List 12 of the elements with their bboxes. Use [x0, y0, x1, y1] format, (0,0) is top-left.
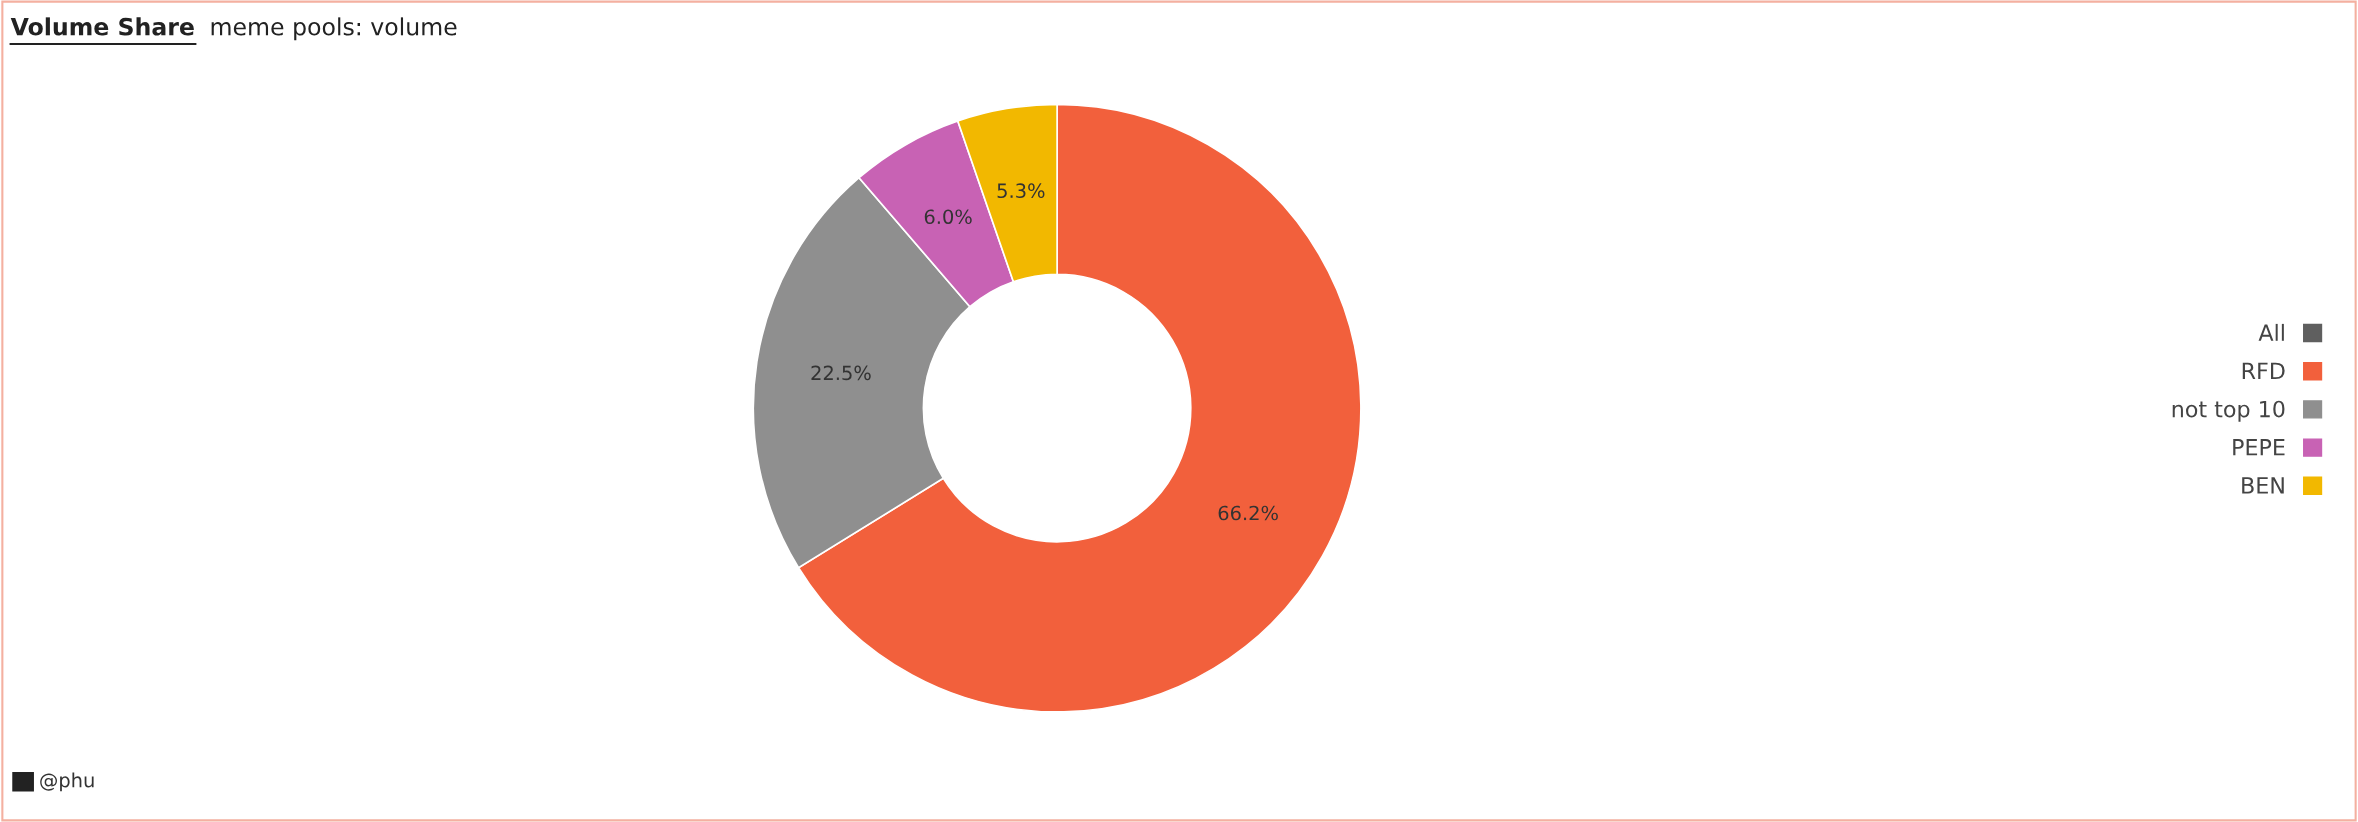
text: @phu	[40, 772, 94, 792]
legend-label: All	[2258, 323, 2284, 341]
legend-label: BEN	[2242, 477, 2284, 494]
data-label: 22.5%	[811, 365, 871, 381]
legend-label: not top 10	[2172, 400, 2285, 422]
data-label: 66.2%	[1218, 505, 1278, 521]
legend-label: PEPE	[2233, 439, 2285, 456]
data-label: 6.0%	[924, 209, 972, 225]
text: Volume Share	[10, 17, 194, 36]
legend-label: RFD	[2242, 362, 2285, 379]
data-label: 5.3%	[997, 183, 1045, 199]
text: meme pools: volume	[211, 17, 457, 41]
